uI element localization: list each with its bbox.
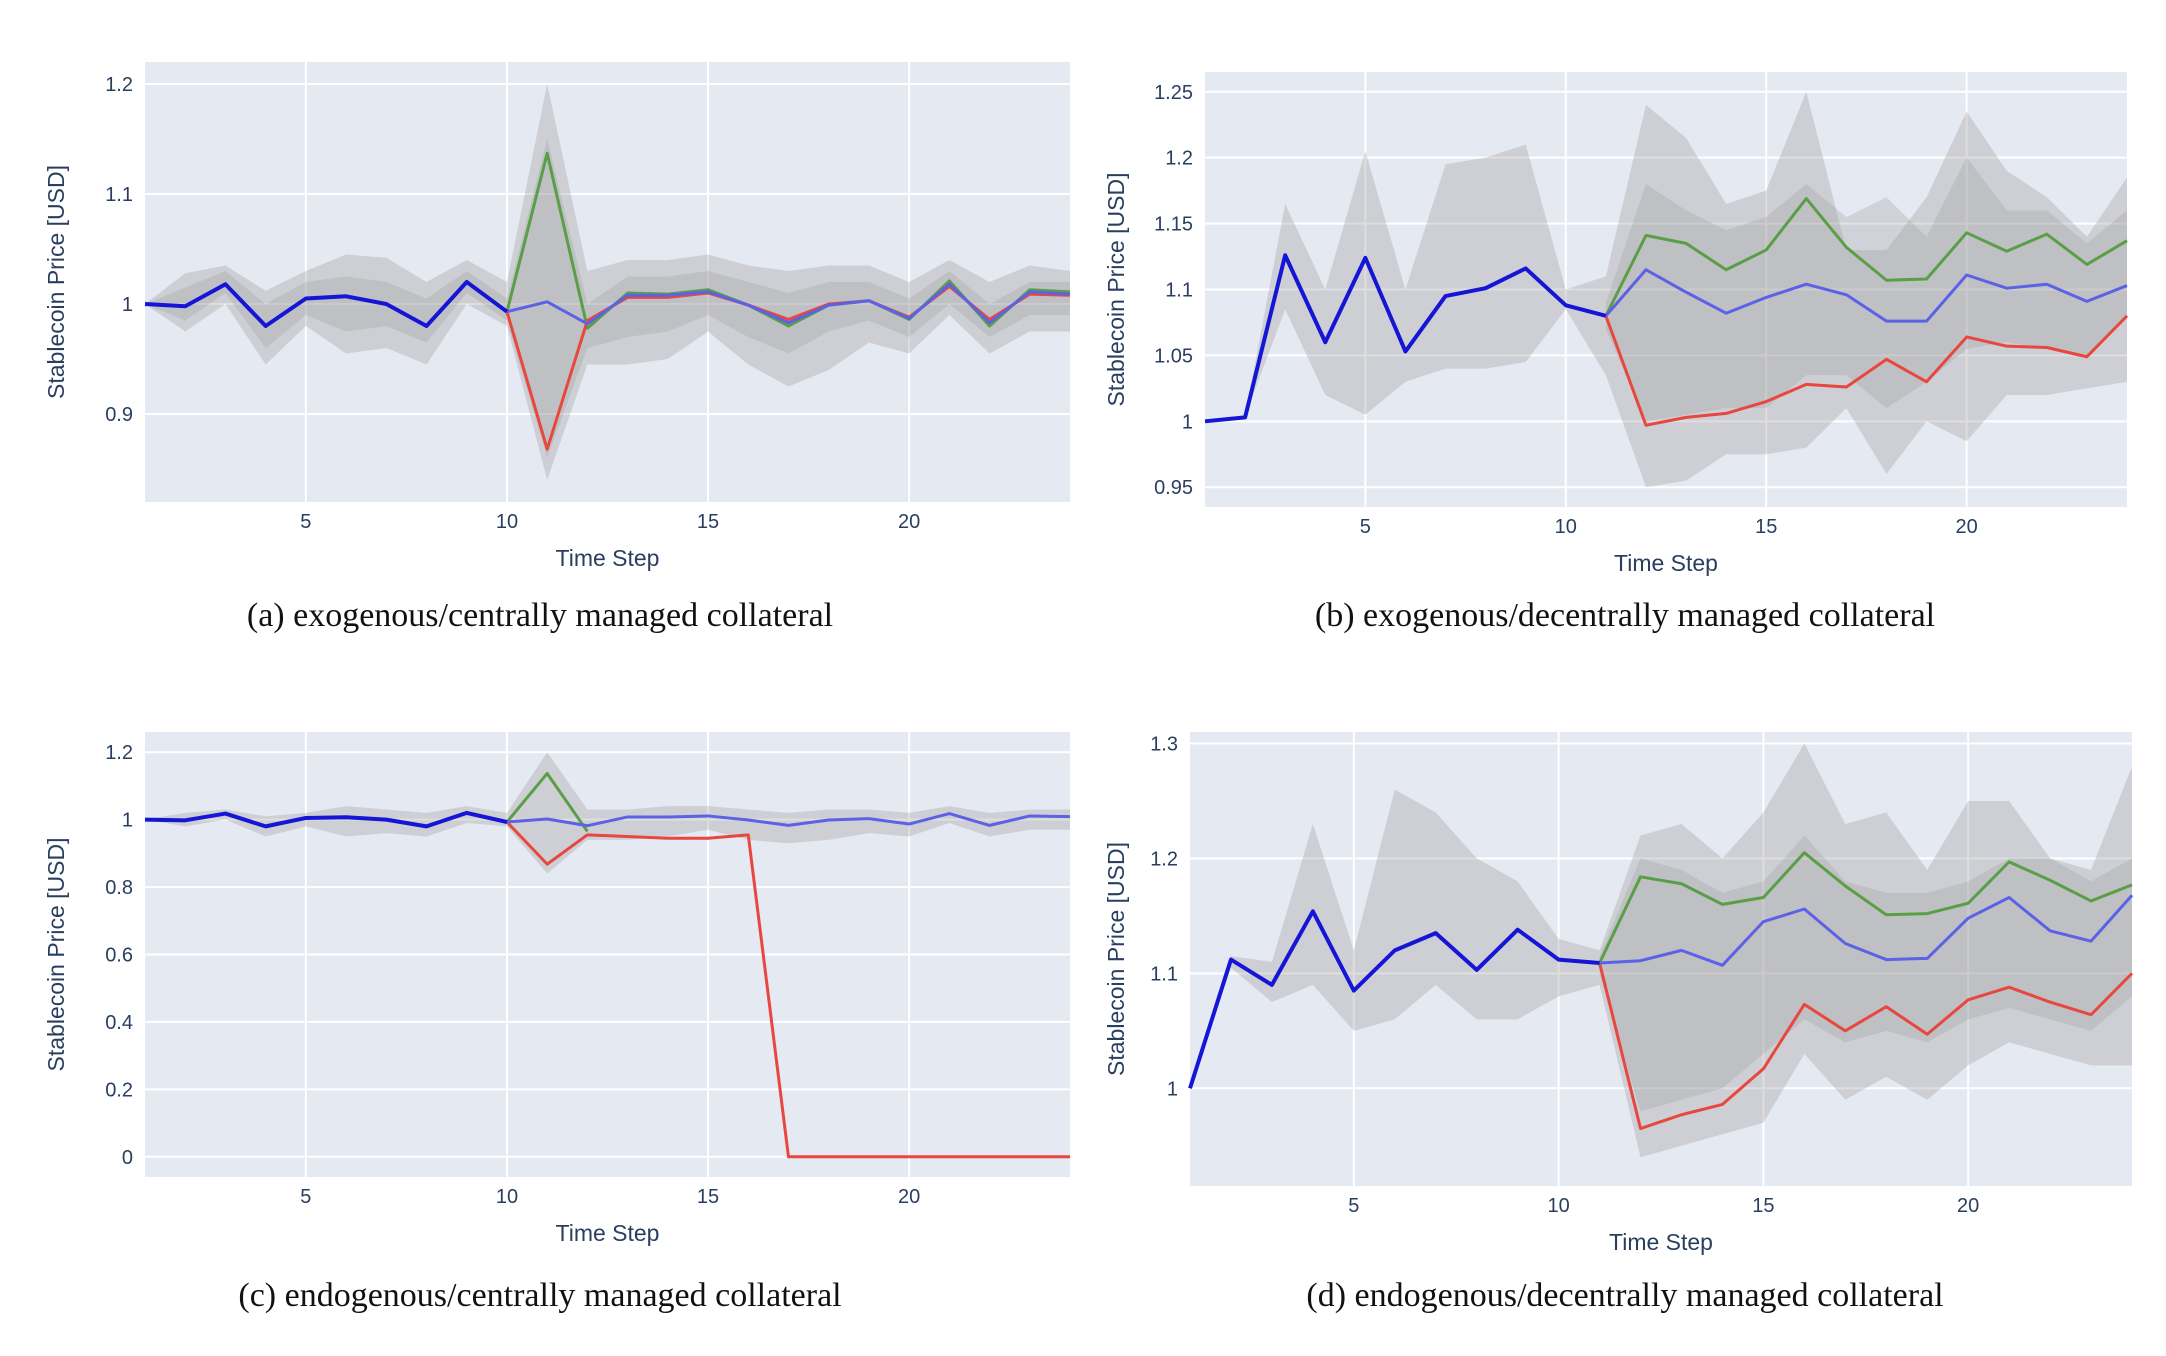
x-tick-label: 20 — [898, 1186, 920, 1208]
y-tick-label: 1.15 — [1154, 214, 1193, 236]
x-axis-title: Time Step — [1614, 550, 1718, 576]
series-line — [144, 280, 509, 328]
confidence-band — [1605, 157, 2127, 422]
confidence-band — [145, 139, 1070, 458]
y-tick-label: 1.1 — [1150, 963, 1178, 985]
y-tick-label: 1.2 — [1165, 148, 1193, 170]
series-line — [505, 771, 589, 833]
x-tick-label: 20 — [1957, 1195, 1979, 1217]
confidence-band — [145, 84, 1070, 480]
x-tick-label: 20 — [1956, 516, 1978, 538]
series-line — [506, 282, 1071, 326]
x-tick-label: 15 — [1755, 516, 1777, 538]
series-line — [1604, 314, 2129, 427]
y-tick-label: 1.3 — [1150, 733, 1178, 755]
chart-d: 5 10 15 20 1 1.1 1.2 1.3 Time Step Stablecoin Pri… — [1103, 732, 2134, 1255]
caption-d: (d) endogenous/decentrally managed colla… — [1306, 1277, 1944, 1314]
x-tick-label: 5 — [1348, 1195, 1359, 1217]
y-tick-label: 1 — [1167, 1078, 1178, 1100]
y-tick-label: 0 — [122, 1147, 133, 1169]
x-axis-title: Time Step — [556, 1220, 660, 1246]
x-axis-title: Time Step — [556, 545, 660, 571]
y-tick-label: 1.2 — [105, 742, 133, 764]
series-line — [1188, 909, 1600, 1089]
y-tick-label: 1 — [122, 810, 133, 832]
y-axis-title: Stablecoin Price [USD] — [1103, 842, 1129, 1076]
y-tick-label: 0.9 — [105, 404, 133, 426]
y-tick-label: 1.1 — [105, 184, 133, 206]
y-axis-title: Stablecoin Price [USD] — [1103, 173, 1129, 407]
series-line — [1599, 894, 2134, 967]
plot-background — [1190, 732, 2132, 1186]
series-line — [1204, 253, 1607, 424]
confidence-band — [1190, 743, 2132, 1158]
series-line — [1598, 962, 2134, 1131]
series-line — [1604, 268, 2128, 323]
y-axis-title: Stablecoin Price [USD] — [43, 165, 69, 399]
x-tick-label: 15 — [697, 511, 719, 533]
y-tick-label: 1.05 — [1154, 345, 1193, 367]
x-tick-label: 5 — [300, 1186, 311, 1208]
series-line — [144, 810, 508, 829]
chart-c: 5 10 15 20 0 0.2 0.4 0.6 0.8 1 1.2 Time Step Stablec… — [43, 732, 1071, 1246]
y-tick-label: 0.2 — [105, 1079, 133, 1101]
x-tick-label: 20 — [898, 511, 920, 533]
confidence-band — [145, 752, 1070, 874]
x-tick-label: 15 — [697, 1186, 719, 1208]
x-tick-label: 10 — [496, 511, 518, 533]
y-tick-label: 0.4 — [105, 1012, 133, 1034]
caption-b: (b) exogenous/decentrally managed collat… — [1314, 597, 1936, 634]
x-tick-label: 5 — [1360, 516, 1371, 538]
y-tick-label: 1.2 — [105, 74, 133, 96]
y-tick-label: 1.2 — [1150, 848, 1178, 870]
x-tick-label: 10 — [1555, 516, 1577, 538]
y-axis-title: Stablecoin Price [USD] — [43, 838, 69, 1072]
y-tick-label: 1 — [122, 294, 133, 316]
y-tick-label: 0.6 — [105, 945, 133, 967]
x-tick-label: 10 — [496, 1186, 518, 1208]
x-tick-label: 15 — [1752, 1195, 1774, 1217]
plot-background — [145, 62, 1070, 502]
confidence-band — [1205, 91, 2127, 488]
x-tick-label: 10 — [1547, 1195, 1569, 1217]
y-tick-label: 0.8 — [105, 877, 133, 899]
series-line — [1604, 197, 2128, 317]
x-tick-label: 5 — [300, 511, 311, 533]
y-tick-label: 1.1 — [1165, 280, 1193, 302]
series-line — [505, 820, 1070, 1159]
y-tick-label: 0.95 — [1154, 477, 1193, 499]
chart-b: 5 10 15 20 0.95 1 1.05 1.1 1.15 1.2 1.25 Time Step S… — [1103, 72, 2129, 576]
y-tick-label: 1.25 — [1154, 82, 1193, 104]
confidence-band — [1599, 835, 2132, 1112]
series-line — [1598, 851, 2133, 964]
y-tick-label: 1 — [1182, 411, 1193, 433]
caption-a: (a) exogenous/centrally managed collater… — [246, 597, 834, 634]
caption-c: (c) endogenous/centrally managed collate… — [238, 1277, 842, 1314]
x-axis-title: Time Step — [1609, 1229, 1713, 1255]
chart-a: 5 10 15 20 0.9 1 1.1 1.2 Time Step Stablecoin Pri… — [43, 62, 1071, 571]
series-line — [506, 812, 1071, 828]
